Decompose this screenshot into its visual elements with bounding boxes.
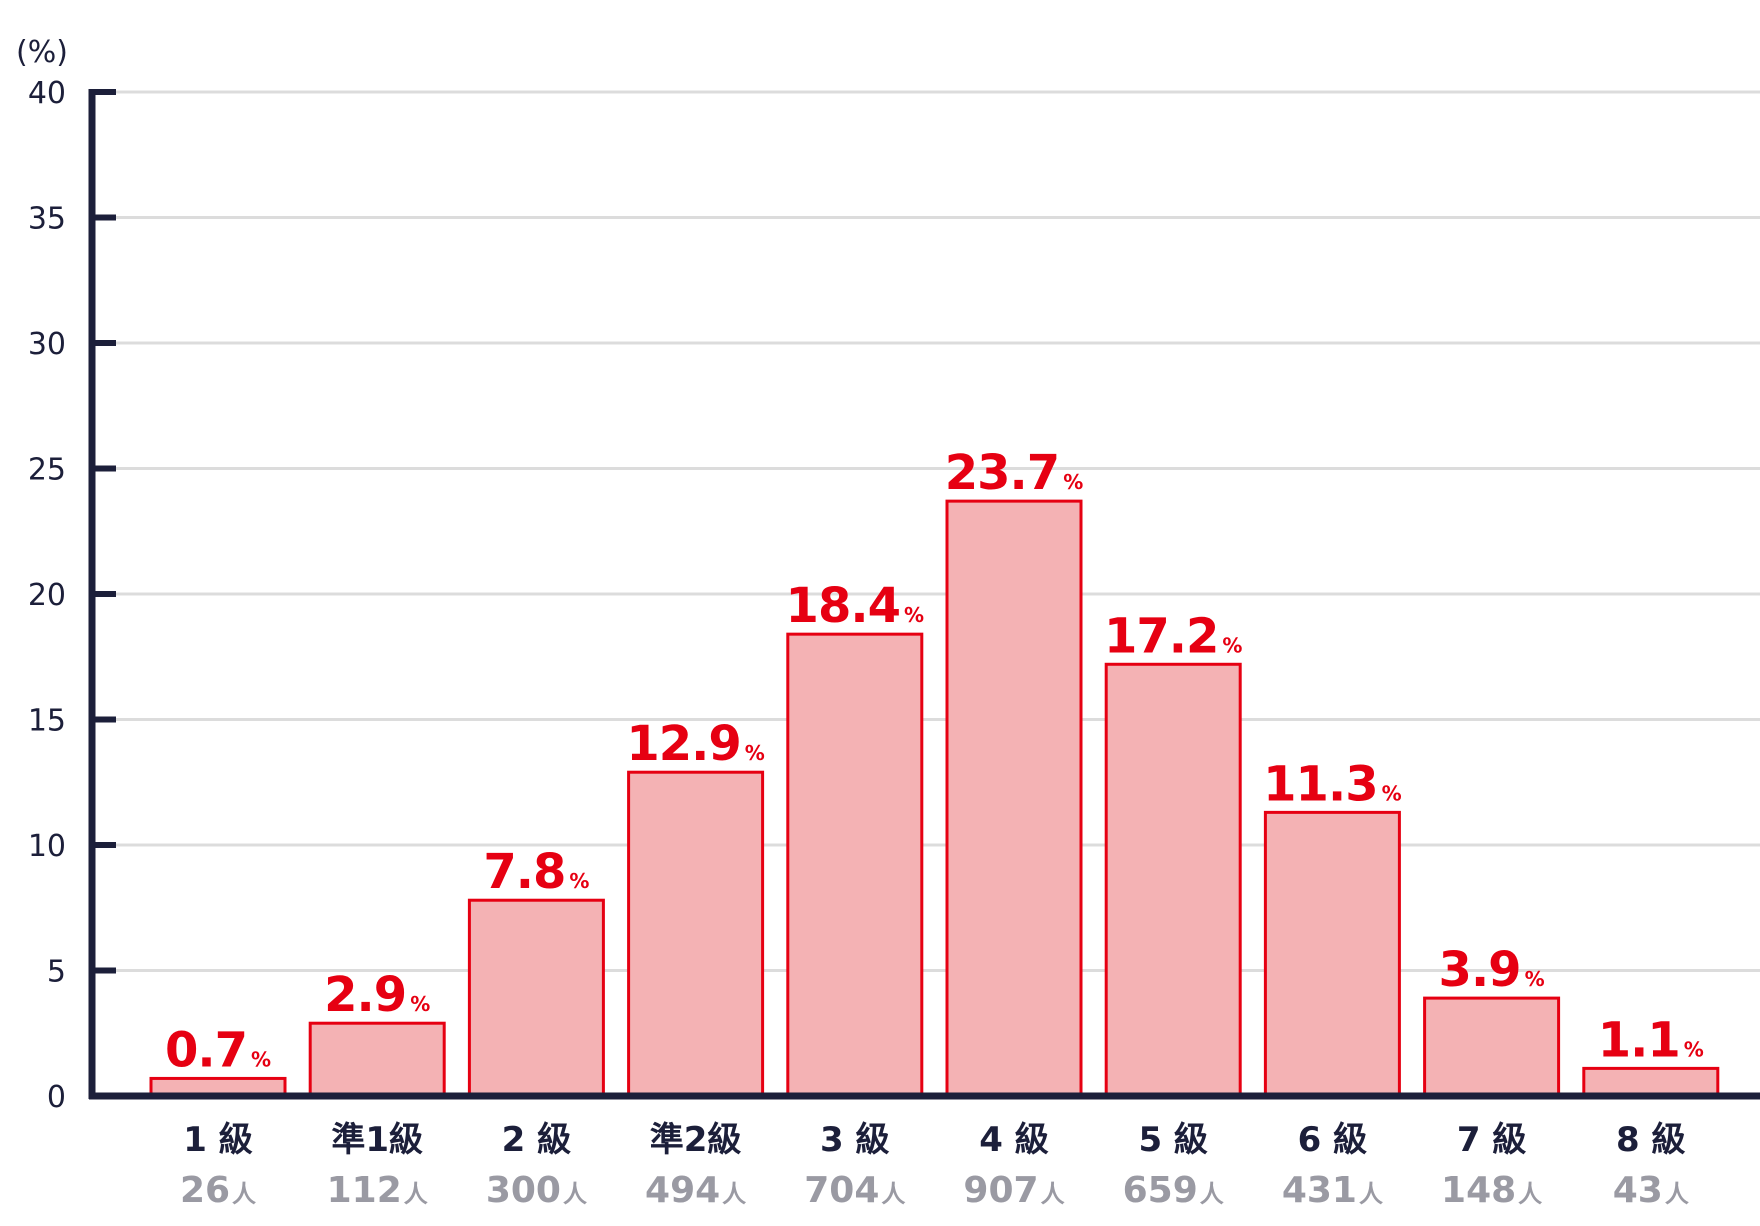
- data-label: 18.4%: [786, 578, 924, 634]
- count-label: 704人: [804, 1170, 905, 1211]
- data-label: 23.7%: [945, 445, 1083, 501]
- x-tick-label: 7 級: [1457, 1120, 1527, 1160]
- y-tick-label: 25: [28, 453, 66, 488]
- labels: 0 5 10 15 20 25 30 35 40 0.7 % 1 級 26人 2.9 % 準1級 112人 7.8…: [28, 76, 1704, 1211]
- count-label: 300人: [486, 1170, 587, 1211]
- bar: [786, 632, 924, 1098]
- x-tick-label: 2 級: [502, 1120, 572, 1160]
- data-label: 1.1%: [1598, 1012, 1704, 1068]
- data-label: 3.9%: [1439, 942, 1545, 998]
- bar: [1582, 1066, 1720, 1098]
- x-tick-label: 5 級: [1138, 1120, 1208, 1160]
- count-label: 26人: [180, 1170, 256, 1211]
- data-label: 11.3%: [1263, 756, 1401, 812]
- count-label: 494人: [645, 1170, 746, 1211]
- y-tick-label: 15: [28, 704, 66, 739]
- count-label: 659人: [1123, 1170, 1224, 1211]
- y-tick-label: 40: [28, 76, 66, 111]
- bar: [467, 898, 605, 1098]
- bar: [1423, 996, 1561, 1098]
- y-tick-label: 30: [28, 327, 66, 362]
- bar: [1104, 662, 1242, 1098]
- y-tick-label: 5: [47, 955, 66, 990]
- data-label: 0.7%: [165, 1022, 271, 1078]
- x-tick-label: 1 級: [183, 1120, 253, 1160]
- axes: [88, 89, 1760, 1100]
- x-tick-label: 3 級: [820, 1120, 890, 1160]
- count-label: 148人: [1441, 1170, 1542, 1211]
- y-tick-label: 0: [47, 1080, 66, 1115]
- bar: [627, 770, 765, 1098]
- count-label: 43人: [1613, 1170, 1689, 1211]
- x-tick-label: 準2級: [650, 1120, 742, 1160]
- data-label: 7.8%: [483, 844, 589, 900]
- count-label: 431人: [1282, 1170, 1383, 1211]
- x-tick-label: 6 級: [1298, 1120, 1368, 1160]
- y-tick-label: 35: [28, 202, 66, 237]
- bars: [149, 499, 1720, 1098]
- count-label: 907人: [963, 1170, 1064, 1211]
- data-label: 12.9%: [626, 716, 764, 772]
- bar: [945, 499, 1083, 1098]
- count-label: 112人: [327, 1170, 428, 1211]
- data-label: 17.2%: [1104, 608, 1242, 664]
- gridlines: [116, 90, 1760, 972]
- x-tick-label: 8 級: [1616, 1120, 1686, 1160]
- bar: [308, 1021, 446, 1098]
- x-tick-label: 準1級: [331, 1120, 423, 1160]
- data-label: 2.9%: [324, 967, 430, 1023]
- y-unit-label: (%): [16, 35, 68, 70]
- x-tick-label: 4 級: [979, 1120, 1049, 1160]
- y-tick-label: 10: [28, 829, 66, 864]
- y-tick-label: 20: [28, 578, 66, 613]
- bar: [1263, 810, 1401, 1098]
